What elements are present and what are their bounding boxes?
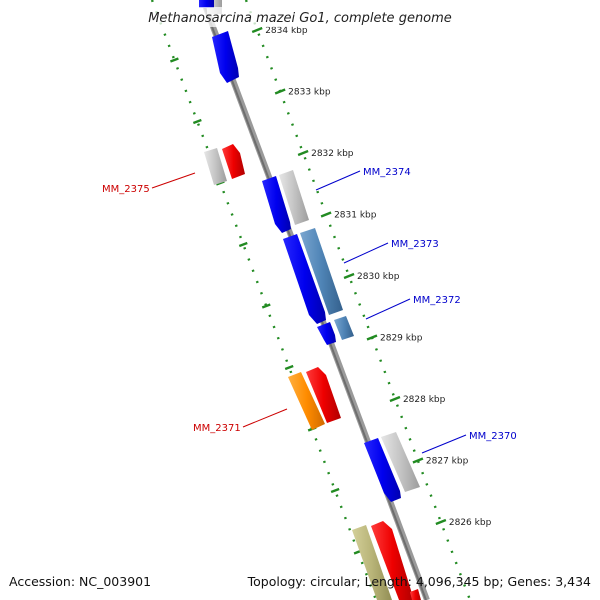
map-title: Methanosarcina mazei Go1, complete genom… — [148, 11, 452, 26]
ruler-minor-tick — [261, 303, 271, 309]
ruler-minor-tick — [284, 364, 294, 371]
gene-blue-2372 — [317, 322, 336, 345]
gene-khaki-bottom — [352, 525, 392, 600]
gene-label-mm2372: MM_2372 — [413, 295, 461, 306]
ruler-tick-label: 2834 kbp — [265, 26, 308, 36]
gene-orange-2371 — [288, 372, 325, 430]
ruler-tick-label: 2828 kbp — [403, 395, 446, 405]
ruler-tick-label: 2827 kbp — [426, 457, 469, 467]
gene-label-mm2371: MM_2371 — [193, 423, 241, 434]
gene-gray-2370 — [381, 432, 420, 492]
gene-label-mm2374: MM_2374 — [363, 167, 411, 178]
ruler-minor-tick — [192, 118, 202, 125]
ruler-tick-label: 2829 kbp — [380, 334, 423, 344]
ruler-major-tick — [251, 26, 263, 34]
gene-gray-2375 — [204, 148, 227, 185]
ruler-minor-tick — [169, 57, 179, 63]
gene-blue-2373 — [283, 234, 326, 324]
gene-blue-top — [199, 0, 214, 8]
gene-steel-2372 — [334, 316, 354, 340]
gene-label-mm2373: MM_2373 — [391, 239, 439, 250]
ruler-major-tick — [274, 88, 286, 95]
ruler-major-tick — [366, 334, 378, 341]
gene-label-leaders — [151, 170, 467, 454]
ruler-major-tick — [320, 211, 332, 218]
gene-label-mm2370: MM_2370 — [469, 431, 517, 442]
gene-steel-2373 — [300, 228, 343, 315]
ruler-minor-tick — [238, 241, 248, 248]
ruler-tick-label: 2830 kbp — [357, 272, 400, 282]
ruler-tick-label: 2833 kbp — [288, 88, 331, 98]
gene-blue-2834 — [212, 31, 239, 83]
ruler-major-tick — [435, 518, 447, 526]
ruler-minor-tick — [330, 487, 340, 494]
gene-label-mm2375: MM_2375 — [102, 184, 150, 195]
ruler-tick-label: 2831 kbp — [334, 211, 377, 221]
gene-features — [199, 0, 421, 600]
ruler-major-tick — [343, 272, 355, 280]
gene-blue-2374 — [262, 176, 291, 233]
topology-text: Topology: circular; Length: 4,096,345 bp… — [247, 574, 591, 589]
gene-red-2371 — [306, 367, 341, 423]
gene-red-cut — [410, 589, 421, 600]
ruler-major-tick — [297, 149, 309, 157]
ruler-major-tick — [412, 457, 424, 464]
ruler-tick-label: 2826 kbp — [449, 518, 492, 528]
ruler-major-tick — [389, 395, 401, 403]
ruler-tick-label: 2832 kbp — [311, 149, 354, 159]
gene-blue-2370 — [364, 438, 401, 502]
gene-red-2375 — [222, 144, 245, 179]
gene-red-bottom — [371, 521, 414, 600]
accession-text: Accession: NC_003901 — [9, 574, 152, 589]
gene-gray-2374 — [279, 170, 309, 225]
